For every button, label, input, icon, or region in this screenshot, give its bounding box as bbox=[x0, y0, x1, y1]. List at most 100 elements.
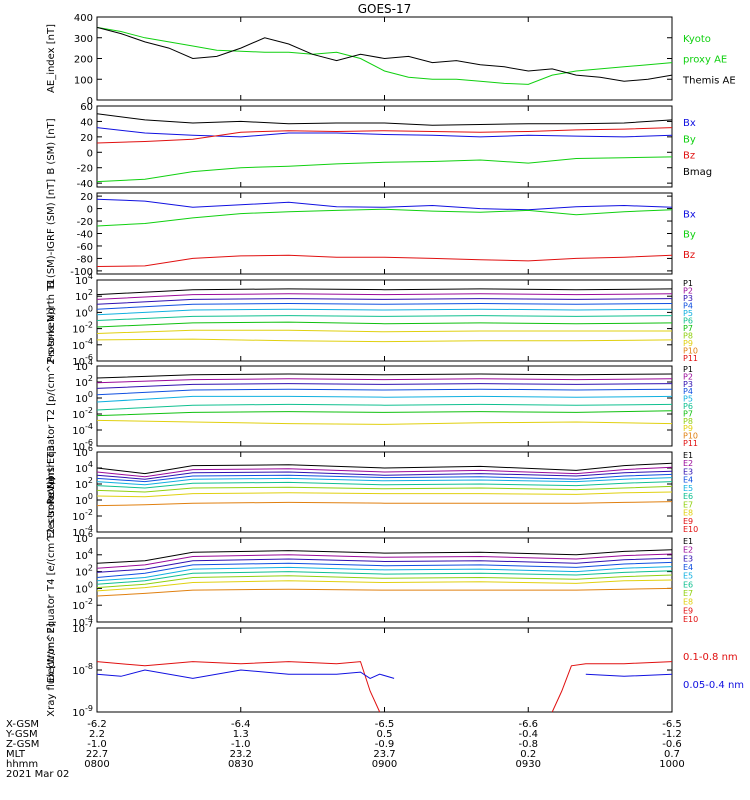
series-line-e8 bbox=[96, 491, 673, 498]
series-line-p9 bbox=[96, 338, 673, 343]
legend-entry: E8 bbox=[683, 598, 693, 607]
series-line-kyoto-proxy-ae bbox=[96, 26, 673, 85]
legend-entry: P8 bbox=[683, 332, 693, 341]
ephemeris-value: 22.7 bbox=[86, 749, 108, 760]
series-line-0-05-0-4-nm bbox=[96, 669, 673, 679]
ephemeris-value: -0.9 bbox=[375, 739, 395, 750]
y-tick-label: 104 bbox=[75, 358, 93, 373]
y-tick-label: 10-7 bbox=[72, 620, 93, 635]
series-line-e9 bbox=[96, 501, 673, 507]
series-line-p2 bbox=[96, 378, 673, 384]
y-tick-label: 10-6 bbox=[72, 438, 93, 453]
y-tick-label: 10-4 bbox=[72, 614, 93, 629]
legend-entry: Bx bbox=[683, 118, 696, 129]
y-tick-label: 0 bbox=[87, 148, 93, 159]
y-axis-label: Electrons Equator T4 [e/(cm^2-s-sr-keV)] bbox=[46, 477, 57, 683]
y-tick-label: 0 bbox=[87, 205, 93, 216]
ephemeris-value: 0.2 bbox=[520, 749, 536, 760]
panel-2: -40 -20 0 20 40 60 B (SM) [nT] Bx By Bz Bmag bbox=[46, 102, 712, 190]
y-tick-label: 20 bbox=[80, 133, 93, 144]
legend-entry: P8 bbox=[683, 417, 693, 426]
y-axis-label: Xray flux [W/m^2] bbox=[46, 623, 57, 717]
y-tick-label: 100 bbox=[75, 390, 93, 405]
legend-entry: E6 bbox=[683, 492, 693, 501]
ephemeris-value: 23.2 bbox=[230, 749, 252, 760]
ephemeris-value: 2.2 bbox=[89, 729, 105, 740]
legend-entry: E9 bbox=[683, 517, 693, 526]
y-tick-label: 102 bbox=[75, 288, 93, 303]
legend-entry: P5 bbox=[683, 309, 693, 318]
legend-entry: E7 bbox=[683, 500, 693, 509]
legend-entry: E9 bbox=[683, 606, 693, 615]
legend-entry: By bbox=[683, 134, 696, 145]
y-tick-label: 10-2 bbox=[72, 597, 93, 612]
ephemeris-value: 1.3 bbox=[233, 729, 249, 740]
date-label: 2021 Mar 02 bbox=[6, 769, 69, 780]
y-tick-label: 100 bbox=[75, 580, 93, 595]
series-line-e4 bbox=[96, 561, 673, 578]
series-line-bx bbox=[96, 127, 673, 138]
series-line-p8 bbox=[96, 329, 672, 334]
legend-entry: P3 bbox=[683, 294, 693, 303]
legend-entry: Bz bbox=[683, 151, 695, 162]
y-tick-label: 60 bbox=[80, 102, 93, 113]
ephemeris-value: 23.7 bbox=[373, 749, 395, 760]
y-tick-label: 400 bbox=[74, 13, 93, 24]
series-line-p7 bbox=[96, 410, 673, 417]
series-line-p4 bbox=[96, 302, 673, 310]
y-tick-label: 10-9 bbox=[72, 704, 93, 719]
series-line-bz bbox=[96, 127, 673, 144]
panel-frame bbox=[96, 105, 673, 188]
series-line-0-1-0-8-nm bbox=[96, 661, 673, 713]
ephemeris-row-label: MLT bbox=[6, 749, 26, 760]
ephemeris-value: -0.8 bbox=[518, 739, 538, 750]
series-line-by bbox=[96, 208, 673, 227]
series-line-e2 bbox=[96, 466, 673, 478]
legend-entry: P11 bbox=[683, 354, 698, 363]
legend-entry: Kyoto bbox=[683, 34, 711, 45]
legend-entry: P2 bbox=[683, 372, 693, 381]
y-tick-label: 100 bbox=[74, 75, 93, 86]
y-tick-label: 104 bbox=[75, 272, 93, 287]
ephemeris-row-label: hhmm bbox=[6, 759, 38, 770]
legend-entry: By bbox=[683, 230, 696, 241]
series-line-e6 bbox=[96, 570, 673, 585]
legend-entry: 0.1-0.8 nm bbox=[683, 652, 738, 663]
y-tick-label: -100 bbox=[70, 267, 93, 278]
ephemeris-value: -1.2 bbox=[662, 729, 682, 740]
legend-entry: P6 bbox=[683, 317, 693, 326]
y-tick-label: 10-2 bbox=[72, 508, 93, 523]
y-axis-label: B (SM) [nT] bbox=[46, 118, 57, 174]
legend-entry: P2 bbox=[683, 287, 693, 296]
legend-entry: P1 bbox=[683, 365, 693, 374]
ephemeris-value: -0.6 bbox=[662, 739, 682, 750]
y-tick-label: -20 bbox=[77, 217, 93, 228]
ephemeris-value: -6.5 bbox=[662, 719, 682, 730]
y-axis-label: Protons North T1 bbox=[46, 278, 57, 362]
legend-entry: P5 bbox=[683, 395, 693, 404]
ephemeris-value: 0830 bbox=[228, 759, 253, 770]
series-line-p8 bbox=[96, 419, 673, 425]
series-line-bx bbox=[96, 198, 673, 211]
y-tick-label: 10-6 bbox=[72, 353, 93, 368]
legend-entry: 0.05-0.4 nm bbox=[683, 680, 744, 691]
legend-entry: P10 bbox=[683, 432, 698, 441]
y-tick-label: 40 bbox=[80, 117, 93, 128]
panel-frame bbox=[96, 192, 673, 275]
legend-entry: E8 bbox=[683, 509, 693, 518]
legend-entry: E5 bbox=[683, 572, 693, 581]
ephemeris-value: -6.2 bbox=[87, 719, 107, 730]
ephemeris-row-label: X-GSM bbox=[6, 719, 39, 730]
y-tick-label: 102 bbox=[75, 564, 93, 579]
ephemeris-row-label: Y-GSM bbox=[5, 729, 38, 740]
legend-entry: proxy AE bbox=[683, 55, 727, 66]
series-line-e9 bbox=[96, 587, 673, 597]
series-line-e1 bbox=[96, 462, 673, 475]
series-line-e5 bbox=[96, 477, 673, 486]
y-axis-label: B (SM)-IGRF (SM) [nT] bbox=[46, 179, 57, 288]
series-line-themis-ae bbox=[96, 26, 673, 82]
